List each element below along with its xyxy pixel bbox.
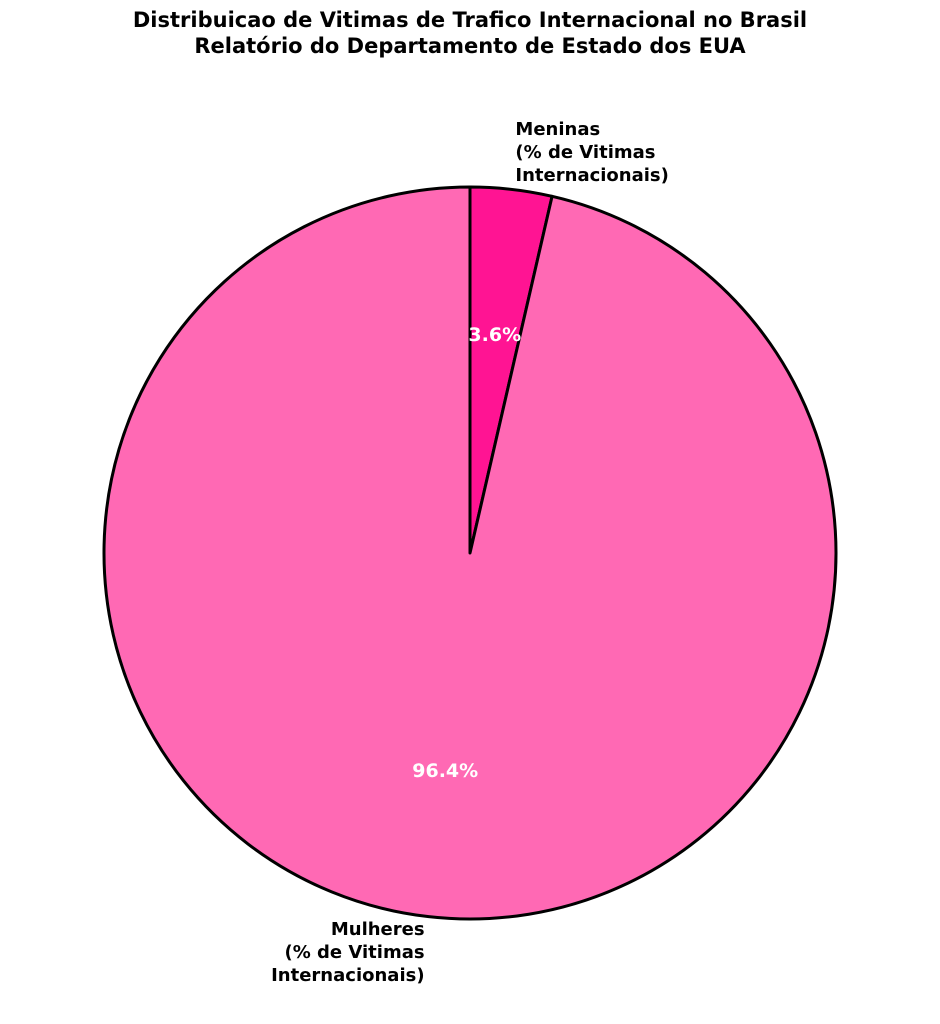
pie-slice [102, 185, 838, 921]
chart-title: Distribuicao de Vitimas de Trafico Inter… [133, 8, 807, 58]
value-label: 96.4% [412, 760, 478, 782]
value-label: 3.6% [468, 323, 521, 345]
slice-label: Meninas (% de Vitimas Internacionais) [515, 119, 668, 186]
slice-label: Mulheres (% de Vitimas Internacionais) [271, 919, 424, 986]
